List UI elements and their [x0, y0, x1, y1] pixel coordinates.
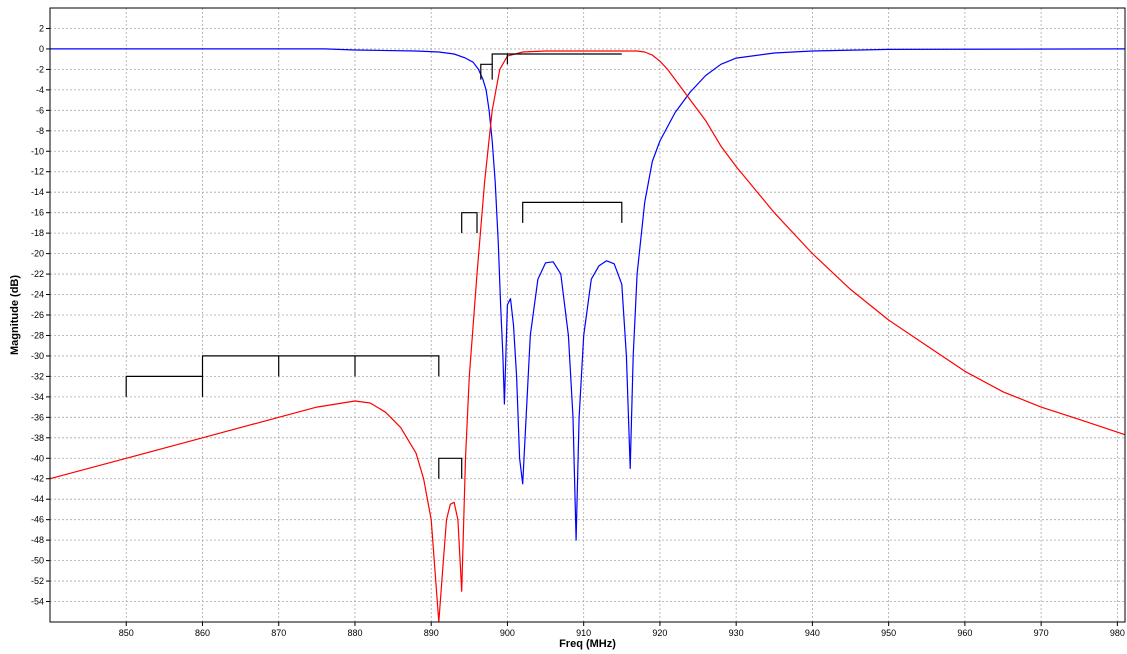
x-tick-label: 880	[347, 628, 362, 638]
y-tick-label: -14	[31, 187, 44, 197]
x-tick-label: 930	[729, 628, 744, 638]
x-tick-label: 890	[424, 628, 439, 638]
y-tick-label: -52	[31, 576, 44, 586]
spec-mask-line	[438, 457, 463, 479]
y-tick-label: -34	[31, 392, 44, 402]
y-tick-label: -24	[31, 290, 44, 300]
y-tick-label: -22	[31, 269, 44, 279]
y-tick-label: -54	[31, 597, 44, 607]
x-tick-label: 850	[119, 628, 134, 638]
plot-series	[49, 48, 1126, 623]
y-tick-label: -48	[31, 535, 44, 545]
x-tick-label: 860	[195, 628, 210, 638]
y-tick-label: -38	[31, 433, 44, 443]
x-tick-label: 950	[881, 628, 896, 638]
x-tick-label: 980	[1110, 628, 1125, 638]
y-tick-label: -10	[31, 146, 44, 156]
y-tick-label: 2	[39, 23, 44, 33]
axis-ticks: 850 860 870 880 890 900 910 920 930 940 950 960 970 9…	[31, 23, 1125, 638]
spec-mask-lines	[125, 53, 623, 479]
x-tick-label: 900	[500, 628, 515, 638]
y-tick-label: -50	[31, 556, 44, 566]
y-tick-label: -32	[31, 371, 44, 381]
y-tick-label: -18	[31, 228, 44, 238]
grid	[50, 8, 1125, 622]
y-tick-label: -26	[31, 310, 44, 320]
y-tick-label: -6	[36, 105, 44, 115]
y-tick-label: -12	[31, 167, 44, 177]
y-tick-label: -44	[31, 494, 44, 504]
y-tick-label: -46	[31, 515, 44, 525]
spec-mask-line	[125, 375, 204, 397]
x-axis-title: Freq (MHz)	[559, 638, 616, 650]
spec-mask-line	[480, 63, 493, 80]
spec-mask-line	[491, 53, 508, 65]
y-tick-label: -16	[31, 208, 44, 218]
x-tick-label: 960	[957, 628, 972, 638]
x-tick-label: 870	[271, 628, 286, 638]
x-tick-label: 920	[652, 628, 667, 638]
x-tick-label: 940	[805, 628, 820, 638]
spec-mask-line	[201, 355, 440, 377]
y-tick-label: -20	[31, 249, 44, 259]
series-line-1	[50, 48, 1126, 541]
y-tick-label: -28	[31, 330, 44, 340]
y-tick-label: 0	[39, 44, 44, 54]
x-tick-label: 970	[1034, 628, 1049, 638]
x-tick-label: 910	[576, 628, 591, 638]
spec-mask-line	[461, 212, 478, 234]
y-tick-label: -4	[36, 85, 44, 95]
y-tick-label: -30	[31, 351, 44, 361]
y-tick-label: -40	[31, 453, 44, 463]
y-tick-label: -8	[36, 126, 44, 136]
series-line-2	[49, 50, 1126, 623]
y-tick-label: -42	[31, 474, 44, 484]
y-tick-label: -36	[31, 412, 44, 422]
y-axis-title: Magnitude (dB)	[9, 275, 21, 355]
y-tick-label: -2	[36, 64, 44, 74]
spec-mask-line	[522, 201, 623, 223]
